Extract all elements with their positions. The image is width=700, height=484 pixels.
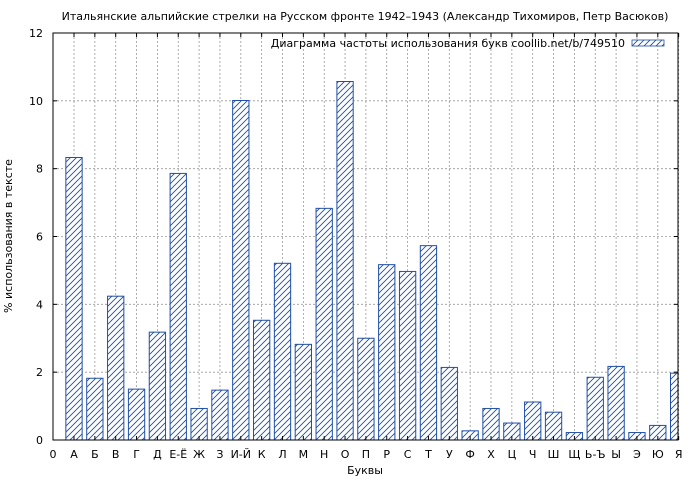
bar-27 bbox=[607, 365, 625, 441]
x-tick-label: Ч bbox=[529, 448, 537, 461]
x-tick-label: Х bbox=[487, 448, 495, 461]
x-tick-label: О bbox=[341, 448, 350, 461]
bar-13 bbox=[315, 207, 333, 441]
bar-2 bbox=[86, 377, 104, 441]
bar-19 bbox=[440, 366, 458, 441]
bar-15 bbox=[357, 337, 375, 441]
bar-16 bbox=[378, 264, 396, 441]
bar-17 bbox=[398, 270, 417, 441]
y-tick-label: 2 bbox=[36, 366, 43, 379]
y-tick-label: 10 bbox=[29, 95, 43, 108]
y-tick-label: 0 bbox=[36, 434, 43, 447]
x-tick-label: Р bbox=[383, 448, 390, 461]
x-tick-label: Я bbox=[675, 448, 683, 461]
x-tick-label: Э bbox=[633, 448, 641, 461]
x-tick-label: Ц bbox=[508, 448, 517, 461]
x-tick-label: В bbox=[112, 448, 120, 461]
y-tick-label: 6 bbox=[36, 231, 43, 244]
x-tick-label: Н bbox=[320, 448, 328, 461]
bar-10 bbox=[253, 319, 271, 441]
bar-24 bbox=[544, 411, 563, 441]
y-tick-label: 4 bbox=[36, 298, 43, 311]
bar-9 bbox=[232, 99, 250, 441]
x-tick-label: Ю bbox=[652, 448, 664, 461]
bar-8 bbox=[211, 389, 229, 441]
x-tick-label: С bbox=[404, 448, 412, 461]
x-axis-label: Буквы bbox=[347, 464, 383, 477]
x-tick-label: К bbox=[258, 448, 266, 461]
x-tick-label: И-Й bbox=[231, 448, 251, 461]
x-tick-label: Щ bbox=[568, 448, 580, 461]
bar-12 bbox=[294, 343, 313, 441]
x-tick-label: М bbox=[299, 448, 309, 461]
x-tick-label: Т bbox=[424, 448, 432, 461]
legend-label: Диаграмма частоты использования букв coo… bbox=[271, 37, 625, 50]
x-tick-label: А bbox=[70, 448, 78, 461]
x-tick-label: Б bbox=[91, 448, 99, 461]
bar-1 bbox=[65, 156, 83, 441]
x-tick-label: Л bbox=[278, 448, 286, 461]
legend: Диаграмма частоты использования букв coo… bbox=[271, 37, 665, 50]
x-tick-label: Ф bbox=[465, 448, 474, 461]
x-tick-label: Г bbox=[133, 448, 140, 461]
x-origin-label: 0 bbox=[50, 448, 57, 461]
legend-swatch bbox=[631, 39, 665, 47]
x-tick-label: Е-Ё bbox=[169, 448, 187, 461]
bar-23 bbox=[524, 401, 542, 441]
x-tick-label: З bbox=[216, 448, 223, 461]
x-tick-label: Ь-Ъ bbox=[585, 448, 606, 461]
x-tick-label: У bbox=[446, 448, 453, 461]
bar-11 bbox=[273, 262, 292, 441]
x-tick-label: Д bbox=[153, 448, 162, 461]
bar-18 bbox=[419, 245, 438, 441]
bar-4 bbox=[127, 388, 146, 441]
bar-30 bbox=[670, 372, 679, 441]
bars bbox=[65, 81, 679, 441]
bar-5 bbox=[148, 331, 167, 441]
bar-26 bbox=[586, 376, 604, 441]
bar-7 bbox=[190, 407, 208, 441]
y-tick-label: 12 bbox=[29, 27, 43, 40]
bar-3 bbox=[107, 295, 125, 441]
x-tick-label: Ж bbox=[193, 448, 205, 461]
x-tick-label: Ш bbox=[548, 448, 560, 461]
bar-6 bbox=[169, 172, 187, 441]
y-axis-label: % использования в тексте bbox=[2, 159, 15, 313]
bar-14 bbox=[336, 81, 354, 441]
grid bbox=[53, 33, 680, 440]
x-tick-label: П bbox=[362, 448, 370, 461]
y-tick-label: 8 bbox=[36, 163, 43, 176]
bar-21 bbox=[482, 407, 500, 441]
chart-title: Итальянские альпийские стрелки на Русско… bbox=[62, 10, 669, 23]
x-tick-label: Ы bbox=[611, 448, 621, 461]
